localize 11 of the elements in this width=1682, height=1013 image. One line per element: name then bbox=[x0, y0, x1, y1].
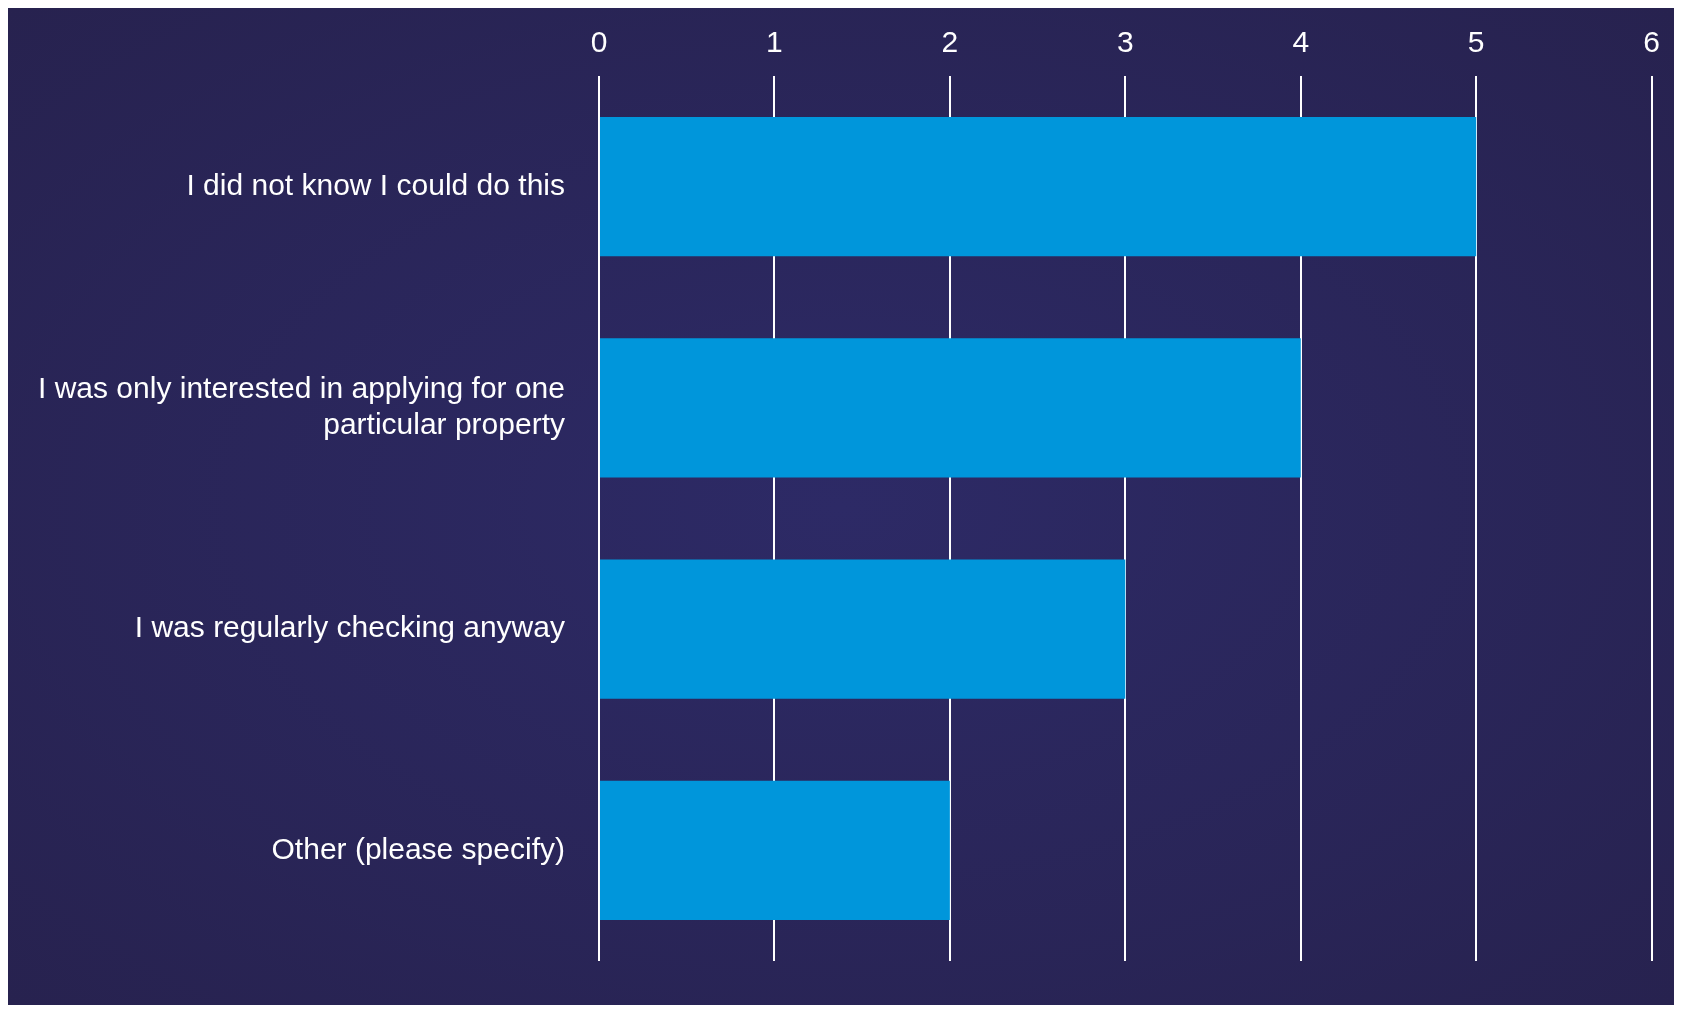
x-tick-label: 5 bbox=[1467, 25, 1485, 59]
x-tick-label: 1 bbox=[766, 25, 783, 59]
y-tick-label: I was regularly checking anyway bbox=[134, 610, 565, 644]
x-tick-label: 0 bbox=[590, 25, 608, 59]
x-tick-label: 6 bbox=[1643, 25, 1660, 59]
y-tick-label: I was only interested in applying for one particular property bbox=[37, 371, 565, 441]
x-tick-label: 4 bbox=[1292, 25, 1310, 59]
x-tick-label: 2 bbox=[941, 25, 959, 59]
x-tick-label: 3 bbox=[1116, 25, 1134, 59]
y-tick-label: I did not know I could do this bbox=[186, 167, 565, 201]
y-tick-label: Other (please specify) bbox=[271, 831, 565, 865]
